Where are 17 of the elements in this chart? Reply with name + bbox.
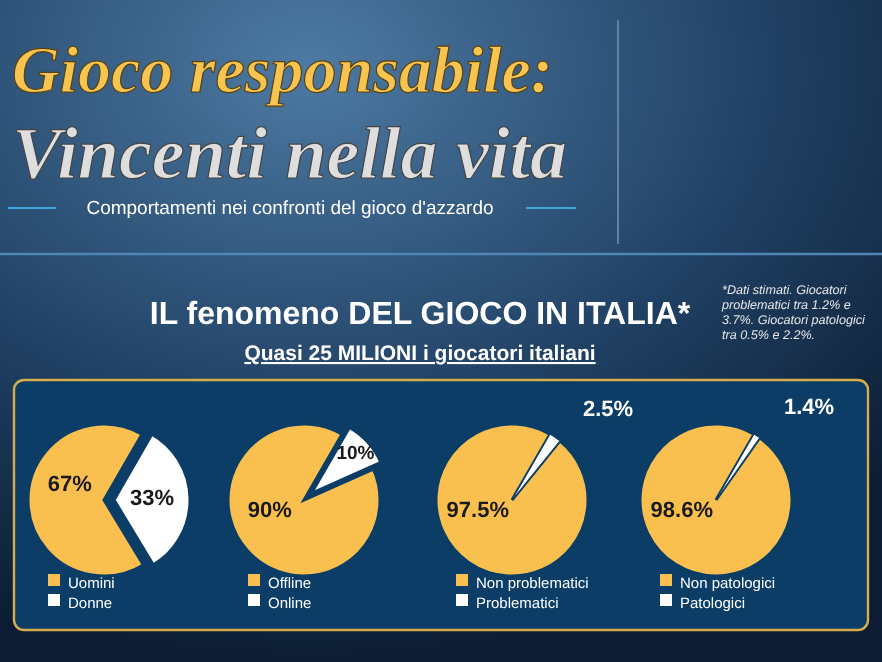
- data-label: 98.6%: [650, 499, 714, 524]
- text: Gioco responsabile:: [12, 36, 553, 108]
- text: Vincenti nella vita: [12, 114, 568, 196]
- pie-slice: [434, 422, 590, 578]
- data-label: 10%: [336, 442, 376, 465]
- pie-slice: [638, 422, 794, 578]
- pie-slice: [511, 433, 561, 501]
- data-label: 97.5%: [446, 499, 510, 524]
- text: IL fenomeno DEL GIOCO IN ITALIA*: [149, 298, 692, 332]
- text: Comportamenti nei confronti del gioco d'azzardo: [86, 198, 494, 220]
- data-label: 33%: [129, 487, 175, 512]
- data-label: 67%: [47, 472, 93, 497]
- text: Quasi 25 MILIONI i giocatori italiani: [244, 342, 596, 366]
- data-label: 2.5%: [582, 398, 634, 423]
- data-label: 1.4%: [783, 396, 835, 421]
- data-label: 90%: [247, 499, 293, 524]
- pie-slice: [715, 433, 761, 501]
